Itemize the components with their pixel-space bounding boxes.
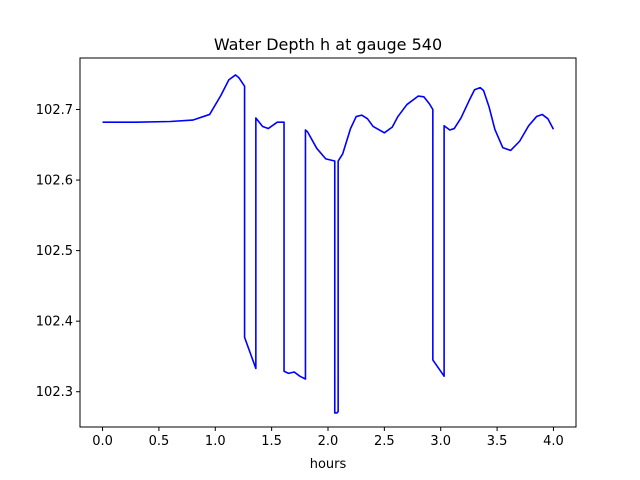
x-tick-label: 4.0 xyxy=(543,434,564,449)
x-axis-label: hours xyxy=(310,457,347,472)
y-tick-label: 102.7 xyxy=(36,103,73,118)
chart-title: Water Depth h at gauge 540 xyxy=(214,35,442,54)
plot-area: 0.0 0.5 1.0 1.5 2.0 2.5 3.0 3.5 4.0 102.3 102.4 102… xyxy=(36,57,577,449)
x-tick-label: 1.5 xyxy=(261,434,282,449)
y-tick-label: 102.4 xyxy=(36,315,73,330)
x-tick-label: 3.0 xyxy=(430,434,451,449)
y-tick-label: 102.6 xyxy=(36,174,73,189)
y-tick-label: 102.5 xyxy=(36,244,73,259)
x-tick-label: 0.0 xyxy=(92,434,113,449)
x-tick-label: 2.5 xyxy=(374,434,395,449)
x-tick-label: 1.0 xyxy=(205,434,226,449)
x-tick-label: 0.5 xyxy=(149,434,170,449)
y-tick-label: 102.3 xyxy=(36,385,73,400)
x-tick-label: 3.5 xyxy=(487,434,508,449)
x-tick-label: 2.0 xyxy=(318,434,339,449)
series-line-0 xyxy=(102,74,555,414)
